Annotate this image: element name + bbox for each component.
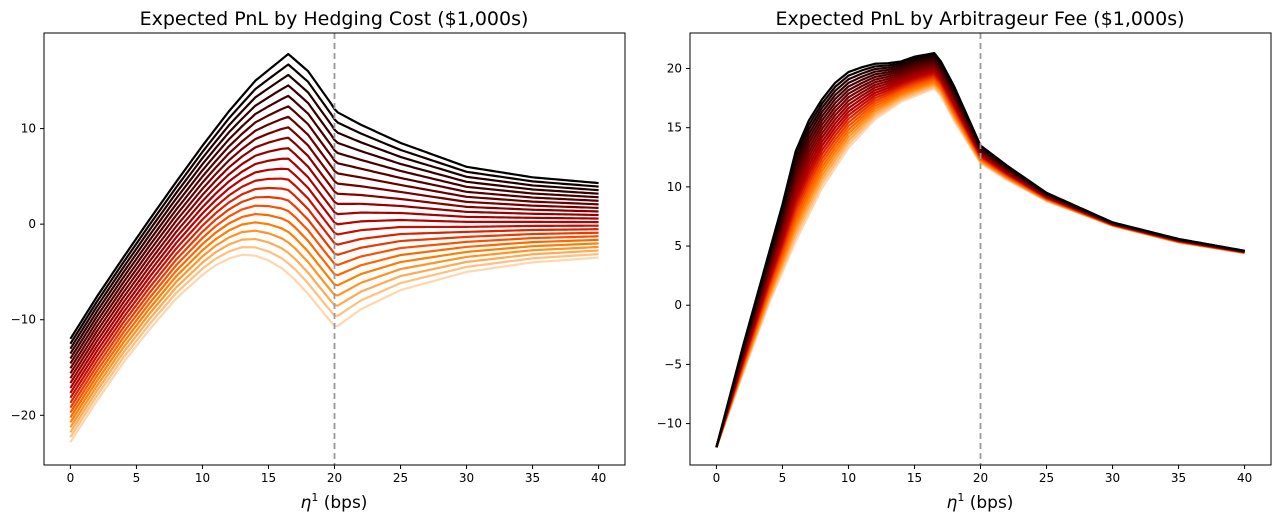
series-line xyxy=(69,167,599,394)
x-tick-label: 10 xyxy=(195,471,210,485)
x-tick-label: 35 xyxy=(525,471,540,485)
y-tick-label: −5 xyxy=(664,357,682,371)
x-tick-label: 20 xyxy=(973,471,988,485)
hedging-cost-chart: Expected PnL by Hedging Cost ($1,000s) 0… xyxy=(11,8,626,513)
series-line xyxy=(69,105,599,365)
y-tick-label: 5 xyxy=(674,239,682,253)
y-tick-label: −20 xyxy=(11,408,36,422)
series-line xyxy=(715,72,1245,448)
x-tick-label: 15 xyxy=(261,471,276,485)
y-tick-label: 10 xyxy=(667,180,682,194)
series-line xyxy=(69,147,599,384)
x-tick-label: 20 xyxy=(327,471,342,485)
series-line xyxy=(69,63,599,345)
x-tick-label: 30 xyxy=(1105,471,1120,485)
series-line xyxy=(69,177,599,399)
x-tick-label: 30 xyxy=(459,471,474,485)
y-tick-label: 0 xyxy=(28,217,36,231)
series-line xyxy=(69,73,599,350)
series-line xyxy=(69,136,599,379)
x-tick-label: 5 xyxy=(133,471,141,485)
arbitrageur-fee-chart: Expected PnL by Arbitrageur Fee ($1,000s… xyxy=(657,8,1272,513)
x-tick-label: 5 xyxy=(779,471,787,485)
y-tick-label: 15 xyxy=(667,121,682,135)
x-tick-label: 10 xyxy=(841,471,856,485)
series-line xyxy=(69,157,599,389)
series-line xyxy=(69,94,599,360)
chart-title: Expected PnL by Arbitrageur Fee ($1,000s… xyxy=(775,8,1184,30)
x-tick-label: 40 xyxy=(1237,471,1252,485)
y-tick-label: 10 xyxy=(21,122,36,136)
series-line xyxy=(715,75,1245,448)
x-tick-label: 0 xyxy=(713,471,721,485)
x-tick-label: 35 xyxy=(1171,471,1186,485)
y-tick-label: −10 xyxy=(11,313,36,327)
chart-title: Expected PnL by Hedging Cost ($1,000s) xyxy=(140,8,529,30)
x-tick-label: 15 xyxy=(907,471,922,485)
series-line xyxy=(69,115,599,369)
x-axis-label: η1 (bps) xyxy=(301,491,368,513)
x-tick-label: 0 xyxy=(67,471,75,485)
x-tick-label: 40 xyxy=(591,471,606,485)
series-line xyxy=(715,74,1245,448)
x-tick-label: 25 xyxy=(393,471,408,485)
series-line xyxy=(69,84,599,355)
x-axis-label: η1 (bps) xyxy=(947,491,1014,513)
y-tick-label: 20 xyxy=(667,62,682,76)
y-tick-label: −10 xyxy=(657,417,682,431)
y-tick-label: 0 xyxy=(674,298,682,312)
series-line xyxy=(69,126,599,374)
x-tick-label: 25 xyxy=(1039,471,1054,485)
